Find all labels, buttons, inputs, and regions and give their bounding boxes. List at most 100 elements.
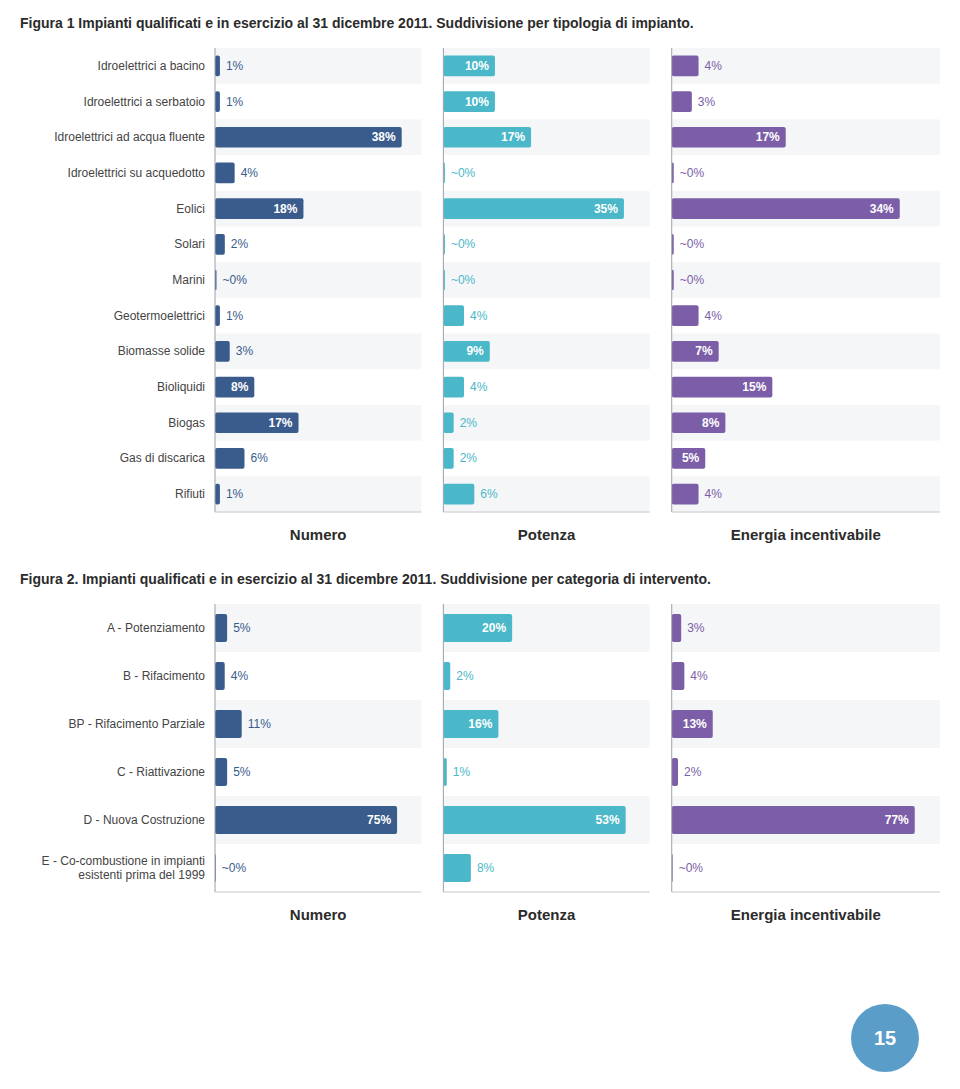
category-label: D - Nuova Costruzione xyxy=(84,813,206,827)
bar xyxy=(443,758,446,786)
zero-line xyxy=(671,604,672,892)
bar xyxy=(672,341,719,362)
category-label: B - Rifacimento xyxy=(123,669,205,683)
data-label: 4% xyxy=(705,309,723,323)
category-label: Gas di discarica xyxy=(120,451,206,465)
data-label: 2% xyxy=(231,237,249,251)
panel-header: Numero xyxy=(290,906,347,923)
bar xyxy=(443,55,495,76)
row-band xyxy=(672,700,940,748)
row-band xyxy=(672,334,940,370)
data-label: ~0% xyxy=(222,273,247,287)
row-band xyxy=(672,796,940,844)
bar xyxy=(672,806,915,834)
data-label: 13% xyxy=(683,717,707,731)
panel: 10%10%17%~0%35%~0%~0%4%9%4%2%2%6%Potenza xyxy=(443,48,649,543)
bar xyxy=(672,305,699,326)
row-band xyxy=(215,405,421,441)
data-label: 4% xyxy=(231,669,249,683)
data-labels: 1%1%38%4%18%2%~0%1%3%8%17%6%1% xyxy=(222,59,396,501)
category-label: C - Riattivazione xyxy=(117,765,205,779)
panel: 4%3%17%~0%34%~0%~0%4%7%15%8%5%4%Energia … xyxy=(672,48,940,543)
data-label: 4% xyxy=(470,380,488,394)
panel-header: Energia incentivabile xyxy=(731,526,881,543)
bar xyxy=(215,758,227,786)
data-label: 2% xyxy=(456,669,474,683)
category-label: Marini xyxy=(172,273,205,287)
row-band xyxy=(672,604,940,652)
panel-header: Numero xyxy=(290,526,347,543)
row-band xyxy=(672,119,940,155)
data-label: 4% xyxy=(705,59,723,73)
zero-line xyxy=(215,604,216,892)
bar xyxy=(443,854,471,882)
bar xyxy=(443,614,512,642)
data-label: ~0% xyxy=(680,273,705,287)
bar xyxy=(215,412,299,433)
data-label: 1% xyxy=(453,765,471,779)
data-label: 17% xyxy=(756,130,780,144)
panel: 20%2%16%1%53%8%Potenza xyxy=(443,604,649,923)
data-label: 16% xyxy=(468,717,492,731)
zero-line xyxy=(443,604,444,892)
category-label: E - Co-combustione in impiantiesistenti … xyxy=(42,854,206,882)
data-label: 5% xyxy=(233,621,251,635)
chart: Figura 1 Impianti qualificati e in eserc… xyxy=(20,15,940,543)
data-label: ~0% xyxy=(679,861,704,875)
bar xyxy=(215,341,230,362)
category-label: Idroelettrici a bacino xyxy=(98,59,206,73)
data-label: ~0% xyxy=(680,166,705,180)
data-label: 34% xyxy=(870,202,894,216)
data-label: 10% xyxy=(465,95,489,109)
axis-line xyxy=(672,892,940,893)
bar xyxy=(443,91,495,112)
row-band xyxy=(215,604,421,652)
row-band xyxy=(443,262,649,298)
row-band xyxy=(215,700,421,748)
bar xyxy=(215,484,220,505)
bar xyxy=(215,234,225,255)
bar xyxy=(215,91,220,112)
data-label: 17% xyxy=(268,416,292,430)
row-band xyxy=(443,796,649,844)
data-label: 75% xyxy=(367,813,391,827)
data-label: 7% xyxy=(695,344,713,358)
bar xyxy=(672,710,713,738)
bar xyxy=(443,305,464,326)
bar xyxy=(672,377,773,398)
bar xyxy=(215,614,227,642)
axis-line xyxy=(443,892,649,893)
data-label: 5% xyxy=(682,451,700,465)
annotation: 15 xyxy=(851,1004,919,1072)
data-label: 3% xyxy=(698,95,716,109)
row-band xyxy=(443,48,649,84)
page: Figura 1 Impianti qualificati e in eserc… xyxy=(0,0,960,1089)
data-label: 11% xyxy=(248,717,271,731)
bars xyxy=(672,614,915,882)
row-band xyxy=(215,796,421,844)
bar xyxy=(443,198,624,219)
bar xyxy=(443,806,625,834)
data-label: 15% xyxy=(742,380,766,394)
data-label: ~0% xyxy=(451,166,476,180)
title: Figura 2. Impianti qualificati e in eser… xyxy=(20,571,711,587)
chart: Figura 2. Impianti qualificati e in eser… xyxy=(20,571,940,1072)
data-label: 1% xyxy=(226,95,244,109)
data-label: 77% xyxy=(885,813,909,827)
row-band xyxy=(672,476,940,512)
row-band xyxy=(443,604,649,652)
row-band xyxy=(672,405,940,441)
row-band xyxy=(215,191,421,227)
bar xyxy=(672,198,900,219)
axis-line xyxy=(443,512,649,513)
data-label: 38% xyxy=(372,130,396,144)
bar xyxy=(215,55,220,76)
data-labels: 20%2%16%1%53%8% xyxy=(453,621,620,875)
bar xyxy=(443,484,474,505)
bar xyxy=(215,448,244,469)
bar xyxy=(443,412,453,433)
bar xyxy=(215,662,225,690)
bar xyxy=(443,341,489,362)
row-band xyxy=(443,700,649,748)
row-band xyxy=(215,262,421,298)
